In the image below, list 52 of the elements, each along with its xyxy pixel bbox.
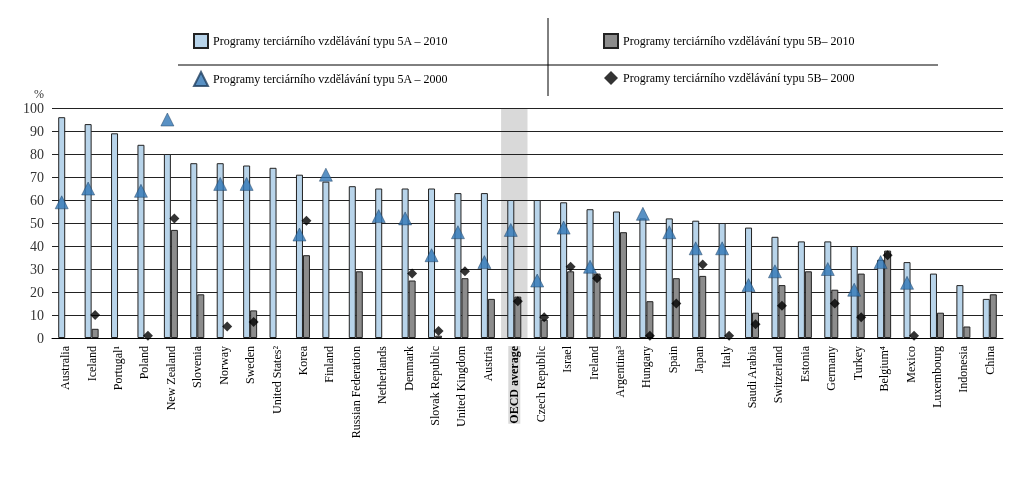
x-tick-label: Italy [718,346,733,368]
x-tick-label: Finland [322,346,337,383]
x-tick-label: Luxembourg [929,346,944,408]
y-tick-label: 70 [30,169,44,185]
x-tick-label: Slovenia [190,345,205,388]
x-tick-label: Ireland [586,346,601,380]
x-tick-label: Portugal¹ [111,345,126,391]
x-tick-label: Iceland [84,346,99,382]
y-tick-label: 40 [30,238,44,254]
legend-label: Programy terciárního vzdělávání typu 5B– 2000 [623,71,855,85]
x-tick-label: Belgium⁴ [877,346,892,392]
x-tick-label: Japan [692,346,707,374]
legend-label: Programy terciárního vzdělávání typu 5A – 2010 [213,34,448,48]
y-tick-label: 30 [30,261,44,277]
y-tick-label: 10 [30,307,44,323]
y-tick-label: 90 [30,123,44,139]
x-tick-label: Australia [58,345,73,390]
x-tick-label: United Kingdom [454,345,469,427]
x-tick-label: Netherlands [375,345,390,404]
y-tick-label: 0 [37,330,44,346]
y-tick-label: 20 [30,284,44,300]
y-tick-label: 80 [30,146,44,162]
x-tick-label: Norway [216,346,231,385]
x-tick-label: OECD average [507,345,522,424]
x-tick-label: Hungary [639,346,654,388]
x-tick-label: Turkey [850,346,865,381]
x-tick-label: Israel [560,345,575,373]
x-tick-label: Denmark [401,346,416,391]
x-tick-label: Saudi Arabia [745,345,760,409]
y-tick-label: 100 [23,100,44,116]
x-tick-label: Germany [824,346,839,391]
x-tick-label: United States² [269,345,284,414]
x-tick-label: Russian Federation [348,346,363,439]
y-tick-label: 50 [30,215,44,231]
x-tick-label: Sweden [243,346,258,384]
legend-label: Programy terciárního vzdělávání typu 5A – 2000 [213,72,448,86]
y-tick-label: 60 [30,192,44,208]
x-tick-label: Czech Republic [533,346,548,423]
x-tick-label: New Zealand [163,346,178,411]
x-tick-label: Argentina³ [612,345,627,398]
x-tick-label: Indonesia [956,345,971,393]
legend-label: Programy terciárního vzdělávání typu 5B– 2010 [623,34,855,48]
x-tick-label: Spain [665,346,680,374]
x-tick-label: China [982,345,997,375]
x-tick-label: Estonia [797,345,812,382]
x-tick-label: Austria [480,345,495,382]
x-tick-label: Korea [295,345,310,376]
x-tick-label: Slovak Republic [428,346,443,426]
y-axis-title: % [34,87,44,101]
x-tick-label: Poland [137,346,152,380]
x-tick-label: Switzerland [771,346,786,404]
x-tick-label: Mexico [903,346,918,383]
